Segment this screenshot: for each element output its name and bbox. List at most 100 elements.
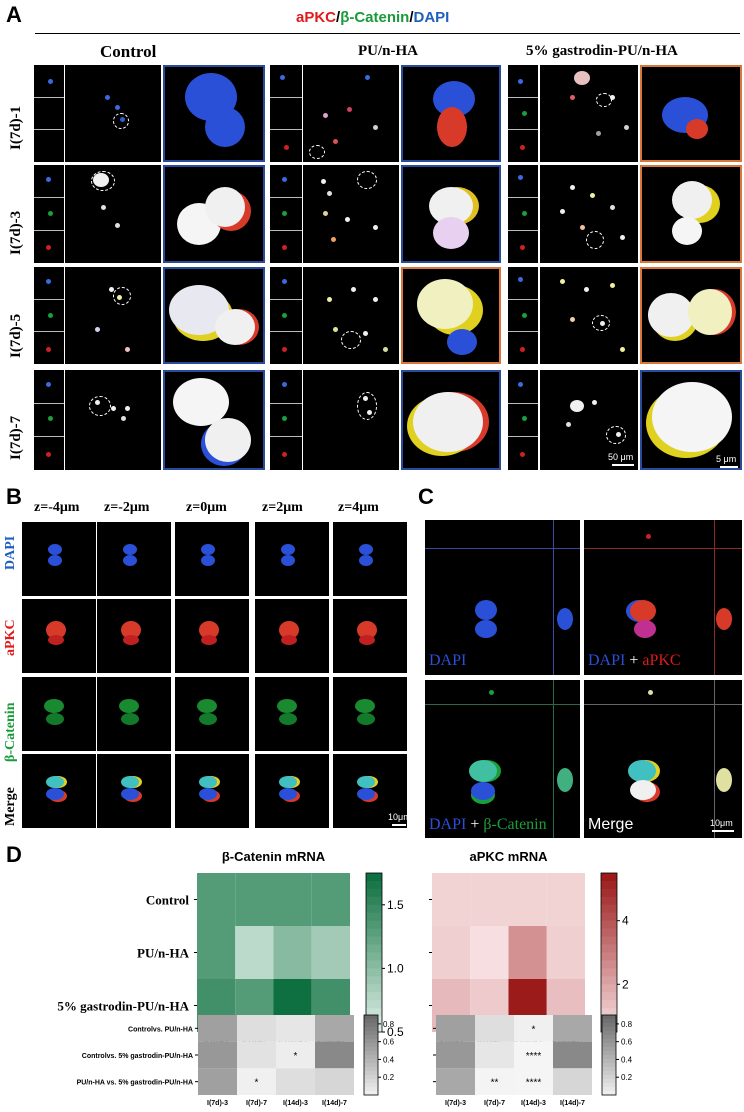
heat-cell xyxy=(315,1041,354,1069)
stain-sep1: / xyxy=(336,9,341,26)
c-merge-view: Merge 10μm xyxy=(584,680,742,838)
column-control: Control xyxy=(100,42,157,61)
c-label-dapi-3: DAPI xyxy=(429,816,467,833)
colorbar-step xyxy=(364,1063,378,1068)
a-r2-c3-field xyxy=(540,165,638,263)
colorbar-step xyxy=(602,1087,616,1092)
heat-cell xyxy=(553,1041,592,1069)
c-label-merge: Merge xyxy=(588,816,634,833)
heat-cell xyxy=(276,1068,315,1095)
b-tile-r4-c3 xyxy=(175,754,249,828)
colorbar-step xyxy=(601,1000,617,1009)
a-r2-c2-channels xyxy=(270,165,302,263)
colorbar-step xyxy=(602,1063,616,1068)
c-label-bcat: β-Catenin xyxy=(483,816,547,833)
colorbar-step xyxy=(602,1039,616,1044)
colorbar-step xyxy=(366,968,382,977)
colorbar-step xyxy=(601,896,617,906)
colorbar-step xyxy=(366,984,382,993)
colorbar-step xyxy=(364,1043,378,1048)
row-label: PU/n-HA vs. 5% gastrodin-PU/n-HA xyxy=(77,1080,193,1087)
heat-cell xyxy=(237,1068,276,1095)
c-label-dapi: DAPI xyxy=(429,652,467,669)
colorbar-tick-label: 2 xyxy=(622,977,629,991)
heat-cell xyxy=(475,1015,514,1042)
heat-cell xyxy=(514,1041,553,1069)
c-label-plus-2: + xyxy=(466,816,484,833)
heat-cell xyxy=(470,873,509,926)
colorbar-step xyxy=(364,1055,378,1060)
row-label-3: I(7d)-3 xyxy=(8,210,24,255)
a-r4-c2-field xyxy=(303,370,399,470)
a-r3-c2-field xyxy=(303,267,399,364)
a-r4-c3-field: 50 μm xyxy=(540,370,638,470)
x-tick-label: I(14d)-3 xyxy=(283,1100,308,1107)
row-label: Controlvs. PU/n-HA xyxy=(128,1026,193,1033)
significance-star: * xyxy=(255,1078,259,1089)
b-tile-r2-c4 xyxy=(255,599,329,673)
b-scalebar xyxy=(392,824,406,826)
x-tick-label: I(14d)-3 xyxy=(521,1100,546,1107)
column-pu-nha: PU/n-HA xyxy=(358,43,418,59)
colorbar-step xyxy=(364,1023,378,1028)
heat-cell xyxy=(311,926,350,979)
colorbar-step xyxy=(364,1035,378,1040)
colorbar-step xyxy=(364,1083,378,1088)
colorbar-step xyxy=(601,928,617,938)
heat-cell xyxy=(553,1015,592,1042)
panel-d-letter: D xyxy=(6,842,22,867)
colorbar-step xyxy=(602,1031,616,1036)
a-r3-c1-field xyxy=(65,267,161,364)
colorbar-step xyxy=(364,1015,378,1020)
z-label-3: z=2μm xyxy=(262,500,303,515)
a-r1-c1-channels xyxy=(34,65,64,162)
stain-sep2: / xyxy=(409,9,414,26)
colorbar-tick-label: 0.8 xyxy=(383,1020,395,1029)
heat-cell xyxy=(273,926,312,979)
colorbar-step xyxy=(366,992,382,1001)
a-r3-c1-channels xyxy=(34,267,64,364)
colorbar-step xyxy=(364,1019,378,1024)
colorbar-step xyxy=(364,1039,378,1044)
c-label-dapi-2: DAPI xyxy=(588,652,626,669)
stain-title: aPKC/β-Catenin/DAPI xyxy=(296,9,449,26)
b-tile-r4-c1 xyxy=(22,754,96,828)
heat-cell xyxy=(235,873,274,926)
colorbar-step xyxy=(366,873,382,882)
c-dapi-apkc-view: DAPI + aPKC xyxy=(584,520,742,675)
colorbar-frame xyxy=(601,1014,617,1096)
a-r2-c1-field xyxy=(65,165,161,263)
colorbar-step xyxy=(602,1091,616,1096)
colorbar-step xyxy=(602,1059,616,1064)
row-label: 5% gastrodin-PU/n-HA xyxy=(57,999,189,1014)
colorbar-step xyxy=(601,992,617,1001)
b-tile-r3-c4 xyxy=(255,677,329,751)
a-r2-c3-channels xyxy=(508,165,538,263)
colorbar-step xyxy=(601,968,617,977)
c-scalebar xyxy=(712,830,734,832)
heat-cell xyxy=(197,926,236,979)
colorbar-step xyxy=(366,936,382,946)
colorbar-step xyxy=(601,960,617,969)
a-r1-c3-zoom xyxy=(640,65,742,162)
scale-label-5um: 5 μm xyxy=(716,454,737,464)
colorbar-step xyxy=(601,984,617,993)
b-tile-r1-c4 xyxy=(255,522,329,596)
colorbar-tick-label: 0.4 xyxy=(621,1055,633,1064)
colorbar-step xyxy=(366,1008,382,1017)
x-tick-label: I(14d)-7 xyxy=(322,1100,347,1107)
heat-cell xyxy=(198,1041,237,1069)
b-scale-label: 10μm xyxy=(388,812,411,822)
colorbar-step xyxy=(602,1067,616,1072)
panel-a-letter: A xyxy=(6,2,22,27)
heat-cell xyxy=(470,926,509,979)
colorbar-step xyxy=(364,1047,378,1052)
heat-cell xyxy=(475,1068,514,1095)
b-tile-r1-c3 xyxy=(175,522,249,596)
b-tile-r4-c4 xyxy=(255,754,329,828)
b-tile-r4-c2 xyxy=(97,754,171,828)
row-label-1: I(7d)-1 xyxy=(8,105,24,150)
colorbar-tick-label: 1.0 xyxy=(387,961,404,975)
colorbar-step xyxy=(364,1091,378,1096)
b-tile-r3-c3 xyxy=(175,677,249,751)
